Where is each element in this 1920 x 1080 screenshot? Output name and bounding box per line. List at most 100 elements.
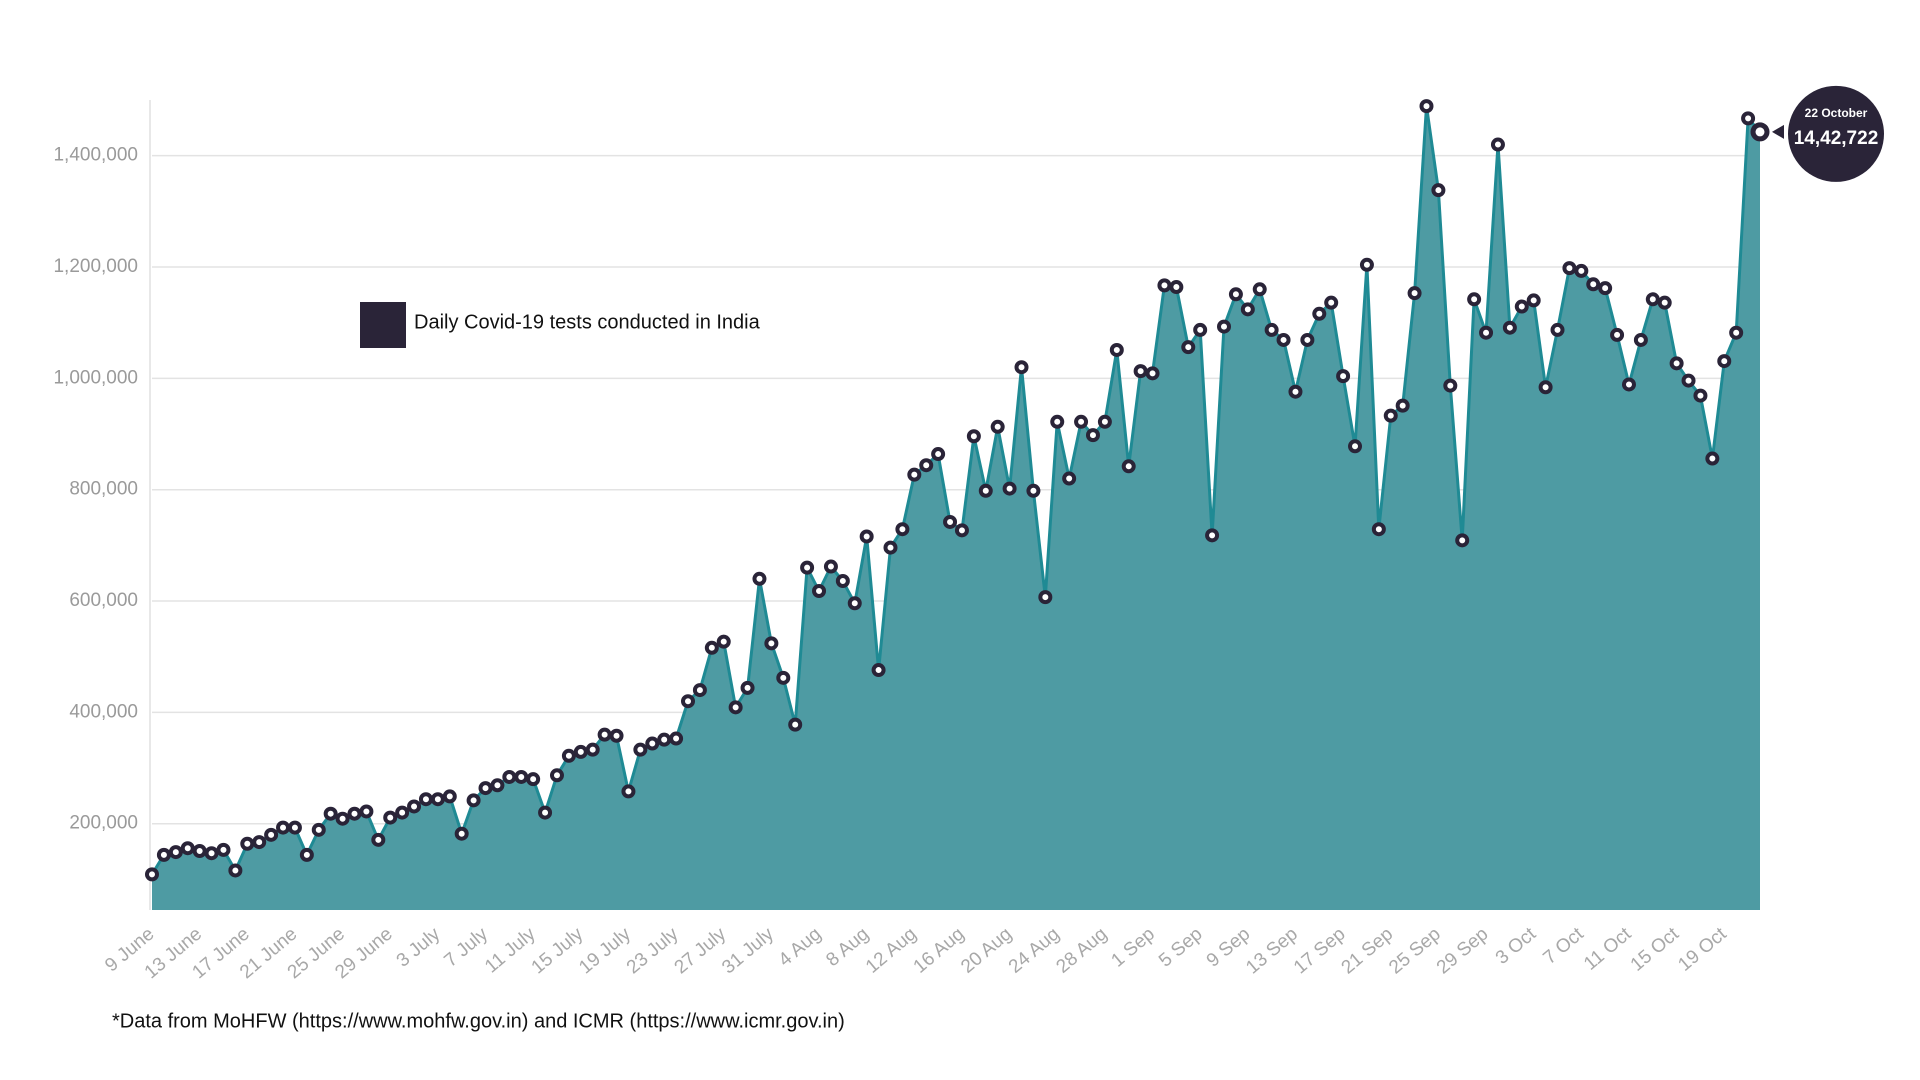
point xyxy=(1240,302,1255,317)
point xyxy=(728,700,743,715)
point xyxy=(621,784,636,799)
x-tick-label: 19 July xyxy=(575,923,635,978)
x-tick-label: 27 July xyxy=(671,923,731,978)
point xyxy=(1633,332,1648,347)
point xyxy=(1657,295,1672,310)
point xyxy=(1133,364,1148,379)
point xyxy=(323,806,338,821)
point xyxy=(145,867,159,882)
point xyxy=(1669,356,1684,371)
point xyxy=(1645,292,1660,307)
point xyxy=(1407,286,1422,301)
point xyxy=(919,458,934,473)
point xyxy=(954,523,969,538)
point xyxy=(418,792,433,807)
point xyxy=(764,636,779,651)
point xyxy=(526,772,541,787)
point xyxy=(1121,459,1136,474)
point xyxy=(1717,354,1732,369)
y-tick-label: 800,000 xyxy=(69,479,138,500)
point xyxy=(835,573,850,588)
point xyxy=(1324,295,1339,310)
point xyxy=(1157,278,1172,293)
point xyxy=(978,483,993,498)
y-tick-label: 600,000 xyxy=(69,590,138,611)
point xyxy=(514,769,529,784)
point xyxy=(1681,373,1696,388)
point xyxy=(1479,325,1494,340)
callout-pointer xyxy=(1772,124,1784,139)
x-tick-label: 3 July xyxy=(393,923,445,971)
point xyxy=(1574,263,1589,278)
point xyxy=(1074,414,1089,429)
point xyxy=(573,744,588,759)
point xyxy=(1264,322,1279,337)
point xyxy=(716,634,731,649)
value-label: 14,42,722 xyxy=(1794,128,1879,149)
y-tick-label: 1,400,000 xyxy=(53,145,138,166)
point xyxy=(264,827,279,842)
point xyxy=(859,529,874,544)
point xyxy=(1526,293,1541,308)
point xyxy=(1383,408,1398,423)
point xyxy=(299,847,314,862)
point xyxy=(800,560,815,575)
point xyxy=(1514,299,1529,314)
y-tick-label: 1,000,000 xyxy=(53,367,138,388)
point xyxy=(240,836,255,851)
point xyxy=(1750,122,1770,142)
point xyxy=(538,805,553,820)
point xyxy=(1193,322,1208,337)
point xyxy=(407,799,422,814)
point xyxy=(812,584,827,599)
point xyxy=(335,811,350,826)
point xyxy=(776,670,791,685)
x-tick-label: 11 July xyxy=(481,923,540,977)
point xyxy=(1217,319,1231,334)
legend-swatch xyxy=(360,302,406,348)
x-tick-label: 20 Aug xyxy=(957,924,1016,978)
point xyxy=(1145,366,1160,381)
point xyxy=(1252,282,1267,297)
x-tick-label: 17 Sep xyxy=(1290,924,1350,979)
point xyxy=(395,805,410,820)
point xyxy=(359,804,374,819)
point xyxy=(1395,398,1410,413)
x-tick-label: 31 July xyxy=(718,923,778,978)
point xyxy=(1348,439,1363,454)
y-tick-label: 200,000 xyxy=(69,813,138,834)
point xyxy=(657,732,672,747)
point xyxy=(609,728,624,743)
point xyxy=(1550,322,1565,337)
point xyxy=(192,843,207,858)
point xyxy=(430,792,445,807)
x-tick-label: 23 July xyxy=(623,923,683,978)
point xyxy=(704,640,719,655)
point xyxy=(1085,428,1100,443)
point xyxy=(1062,471,1077,486)
point xyxy=(931,447,946,462)
point xyxy=(1205,528,1220,543)
x-tick-label: 28 Aug xyxy=(1053,924,1112,978)
point xyxy=(1300,332,1315,347)
x-tick-label: 12 Aug xyxy=(862,924,921,978)
point xyxy=(1002,481,1017,496)
x-tick-label: 7 Oct xyxy=(1539,923,1588,969)
point xyxy=(1621,377,1636,392)
point xyxy=(1741,111,1756,126)
point xyxy=(1109,342,1124,357)
point xyxy=(752,571,767,586)
point xyxy=(1562,261,1577,276)
callout xyxy=(1788,85,1884,182)
point xyxy=(907,467,922,482)
point xyxy=(990,419,1005,434)
point xyxy=(633,742,648,757)
point xyxy=(1538,380,1553,395)
point xyxy=(1610,327,1625,342)
point xyxy=(156,847,171,862)
point xyxy=(347,806,362,821)
x-tick-label: 25 Sep xyxy=(1385,924,1445,979)
point xyxy=(478,781,493,796)
x-tick-label: 29 Sep xyxy=(1433,924,1493,979)
point xyxy=(549,768,564,783)
